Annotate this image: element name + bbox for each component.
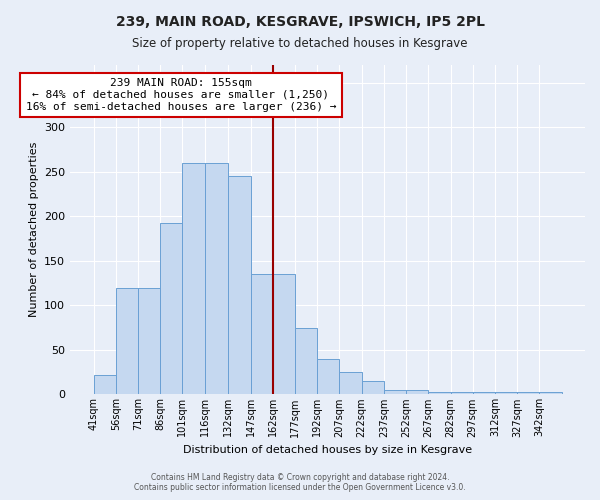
Bar (251, 274, 273, 394)
Text: Contains HM Land Registry data © Crown copyright and database right 2024.
Contai: Contains HM Land Registry data © Crown c… (134, 473, 466, 492)
Bar (406, 390, 428, 394)
Bar (229, 176, 251, 394)
Bar (138, 288, 160, 395)
Bar (205, 163, 229, 394)
Bar (517, 392, 539, 394)
X-axis label: Distribution of detached houses by size in Kesgrave: Distribution of detached houses by size … (183, 445, 472, 455)
Bar (384, 390, 406, 394)
Y-axis label: Number of detached properties: Number of detached properties (29, 142, 38, 318)
Bar (451, 392, 473, 394)
Bar (116, 288, 138, 395)
Bar (473, 392, 495, 394)
Text: 239, MAIN ROAD, KESGRAVE, IPSWICH, IP5 2PL: 239, MAIN ROAD, KESGRAVE, IPSWICH, IP5 2… (115, 15, 485, 29)
Bar (160, 222, 182, 394)
Bar (539, 392, 562, 394)
Bar (273, 274, 295, 394)
Bar (362, 381, 384, 394)
Bar (295, 328, 317, 394)
Bar (182, 163, 205, 394)
Bar (495, 392, 517, 394)
Text: Size of property relative to detached houses in Kesgrave: Size of property relative to detached ho… (132, 38, 468, 51)
Bar (340, 372, 362, 394)
Bar (94, 375, 116, 394)
Text: 239 MAIN ROAD: 155sqm
← 84% of detached houses are smaller (1,250)
16% of semi-d: 239 MAIN ROAD: 155sqm ← 84% of detached … (26, 78, 336, 112)
Bar (428, 392, 451, 394)
Bar (317, 359, 340, 394)
